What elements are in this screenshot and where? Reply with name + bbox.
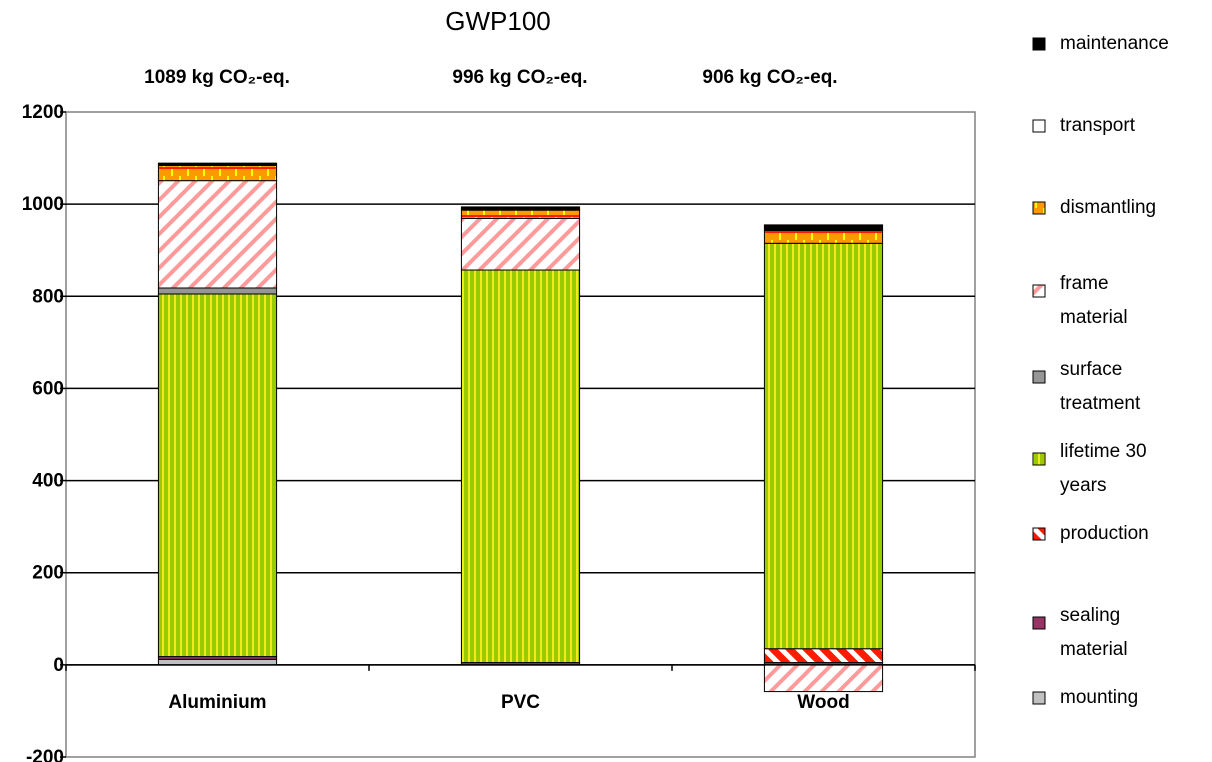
x-tick-label: Wood [797,692,849,713]
legend-label: lifetime 30 [1060,441,1147,462]
legend-swatch-maintenance [1032,37,1046,51]
y-axis: -200 0 200 400 600 800 1000 1200 [22,102,66,762]
bar-segment-maintenance [763,224,884,231]
legend: maintenance transport dismantling frame mate… [1032,33,1169,708]
legend-swatch-frame [1032,284,1046,298]
total-label-aluminium: 1089 kg CO₂-eq. [144,67,290,88]
x-tick-label: PVC [501,692,540,713]
y-tick-label: 800 [32,286,64,307]
bar-segment-frame [460,217,581,271]
bar-segment-dismantling [460,209,581,219]
bar-segment-maintenance [460,206,581,211]
bar-segment-lifetime [460,269,581,664]
legend-label: years [1060,475,1106,496]
legend-label: maintenance [1060,33,1169,54]
bar-segment-mounting [157,658,278,666]
legend-label: material [1060,639,1128,660]
legend-label: surface [1060,359,1122,380]
x-axis: Aluminium PVC Wood [65,664,976,713]
legend-label: mounting [1060,687,1138,708]
bar-segment-dismantling [763,229,884,244]
bar-segment-maintenance [157,162,278,166]
legend-label: treatment [1060,393,1141,414]
total-label-wood: 906 kg CO₂-eq. [702,67,837,88]
legend-label: material [1060,307,1128,328]
bar-segment-frame [157,180,278,289]
bar-segment-lifetime [157,293,278,658]
legend-swatch-surface [1032,370,1046,384]
legend-swatch-production [1032,527,1046,541]
y-tick-label: 200 [32,563,64,584]
y-tick-label: 1200 [22,102,64,123]
bar-segment-frame [763,664,884,693]
legend-label: sealing [1060,605,1120,626]
chart-title: GWP100 [445,6,551,36]
y-tick-label: 600 [32,378,64,399]
legend-swatch-dismantling [1032,201,1046,215]
legend-swatch-lifetime [1032,452,1046,466]
bar-segment-production [763,648,884,664]
legend-label: dismantling [1060,197,1156,218]
bar-segment-lifetime [763,242,884,650]
legend-swatch-mounting [1032,691,1046,705]
total-label-pvc: 996 kg CO₂-eq. [452,67,587,88]
bar-segment-surface [157,287,278,295]
x-tick-label: Aluminium [168,692,266,713]
legend-label: transport [1060,115,1136,136]
y-tick-label: 0 [53,655,64,676]
bar-segment-dismantling [157,164,278,182]
legend-label: frame [1060,273,1109,294]
legend-swatch-sealing [1032,616,1046,630]
bars [157,162,884,693]
legend-swatch-transport [1032,119,1046,133]
y-tick-label: 1000 [22,194,64,215]
legend-label: production [1060,523,1149,544]
y-tick-label: -200 [26,747,64,762]
y-tick-label: 400 [32,471,64,492]
